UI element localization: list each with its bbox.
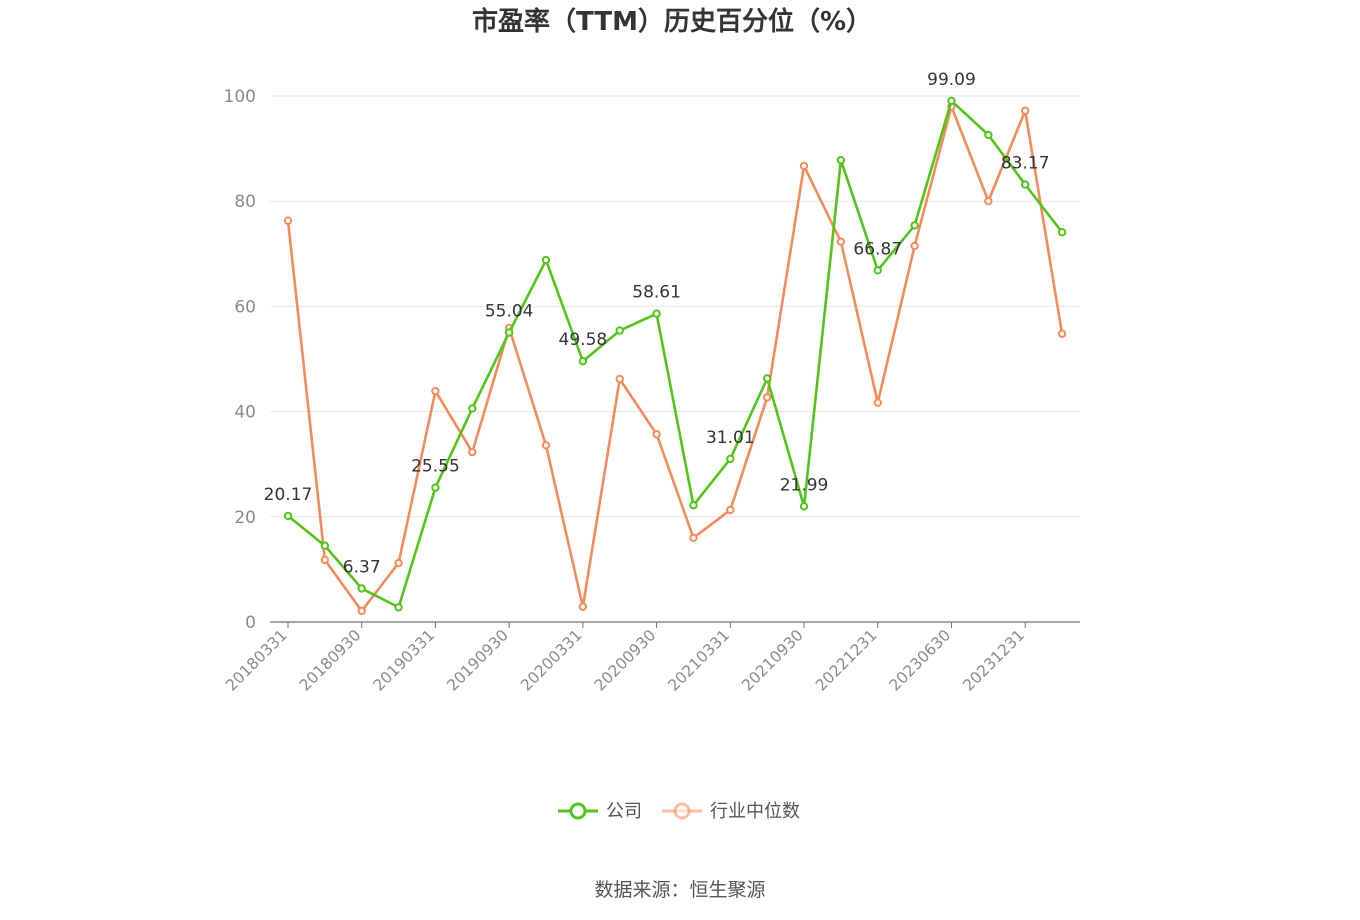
data-point [984,130,993,140]
data-label: 99.09 [927,70,976,90]
x-tick-label: 20210930 [738,626,807,695]
data-label: 66.87 [853,239,902,259]
x-tick-label: 20200930 [591,626,660,695]
data-point [431,386,440,396]
legend-label: 公司 [606,801,642,822]
series-line-0 [287,99,1064,609]
data-point [762,374,772,383]
data-label: 49.58 [559,330,608,350]
x-tick-label: 20221231 [812,626,881,695]
data-label: 6.37 [343,557,381,577]
x-tick-label: 20210331 [665,626,734,695]
data-point [578,602,588,611]
series-lines [283,96,1067,616]
data-label: 83.17 [1001,154,1050,174]
y-tick-label: 0 [245,613,256,633]
data-point [873,266,882,275]
data-point [873,398,882,407]
data-point [652,309,661,318]
legend-item-0[interactable]: 公司 [558,801,642,822]
data-labels: 20.17 6.37 25.55 55.04 49.58 58.61 31.01 21.99 6… [264,70,1050,578]
x-tick-label: 20180930 [296,626,365,695]
chart-title: 市盈率（TTM）历史百分位（%） [472,6,872,37]
data-point [357,584,366,593]
legend-marker [569,802,587,820]
data-point [615,374,624,384]
data-label: 20.17 [264,485,313,505]
data-point [431,483,440,492]
data-point [947,96,956,105]
data-point [1020,180,1030,189]
data-point [652,430,661,439]
data-point [1057,329,1067,338]
data-point [320,541,330,550]
data-point [615,326,624,335]
x-tick-label: 20190930 [443,626,512,695]
legend-item-1[interactable]: 行业中位数 [662,801,800,822]
x-tick-label: 20230630 [886,626,955,695]
data-point [910,241,919,251]
grid-lines [270,95,1080,518]
data-point [357,606,366,616]
source-note: 数据来源：恒生聚源 [594,879,765,901]
axes: 0 20 40 60 80 100 20180331 20180930 20190331 2019… [222,87,1080,695]
data-point [689,533,698,543]
data-point [726,505,735,515]
x-tick-label: 20190331 [370,626,439,695]
data-label: 31.01 [706,428,755,448]
data-point [283,511,293,521]
legend[interactable]: 公司 行业中位数 [558,801,800,822]
y-tick-label: 100 [224,87,256,107]
data-label: 21.99 [780,475,829,495]
data-point [578,357,588,366]
y-tick-label: 40 [234,403,256,423]
legend-marker [673,802,691,820]
x-tick-label: 20200331 [517,626,586,695]
x-tick-label: 20180331 [222,626,291,695]
data-point [394,558,403,568]
data-point [910,221,919,230]
y-tick-label: 80 [234,192,256,212]
data-point [504,328,514,337]
data-point [283,216,293,225]
data-point [541,255,551,265]
y-tick-label: 20 [234,508,256,528]
data-point [799,502,809,511]
data-point [799,161,809,171]
data-label: 58.61 [632,283,681,303]
data-label: 55.04 [485,301,534,321]
data-label: 25.55 [411,457,460,477]
data-point [1020,106,1030,115]
data-point [726,454,735,464]
data-point [762,393,772,402]
data-point [541,441,551,450]
data-point [320,555,330,565]
legend-label: 行业中位数 [710,801,800,822]
series-line-1 [286,105,1064,613]
data-point [468,404,477,413]
data-point [836,237,846,246]
data-point [984,197,993,206]
y-tick-label: 60 [234,297,256,317]
data-point [468,447,477,457]
data-point [836,155,846,165]
data-point [394,603,403,612]
data-point [689,501,698,510]
x-tick-label: 20231231 [960,626,1029,695]
data-point [1057,228,1067,237]
